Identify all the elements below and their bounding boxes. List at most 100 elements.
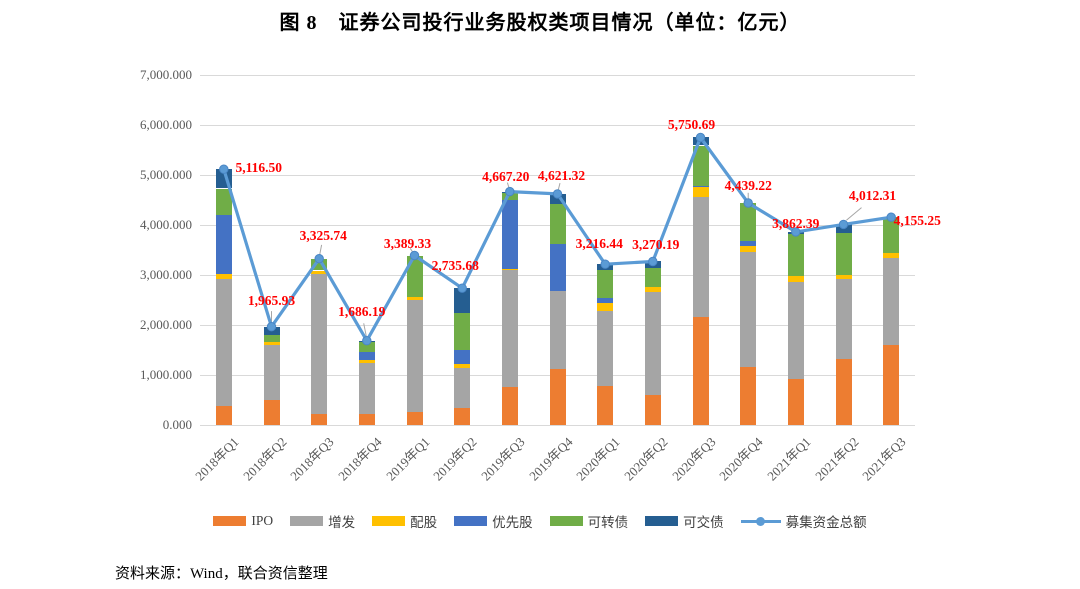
x-axis-tick-label: 2018年Q2 [239,434,290,484]
legend-item: 增发 [290,511,355,531]
x-axis-tick-label: 2019年Q1 [382,434,433,484]
bar-segment-可转债 [263,335,280,342]
source-note: 资料来源：Wind，联合资信整理 [115,566,328,582]
bar-segment-IPO [740,366,757,425]
legend-item: 可转债 [549,511,629,531]
bar-segment-IPO [215,406,232,425]
legend-line-marker-icon [755,516,765,526]
bar-segment-配股 [692,187,709,197]
bar-segment-增发 [311,274,328,414]
bar-segment-优先股 [549,244,566,291]
y-axis-tick-label: 7,000.000 [140,67,192,82]
legend-item: 可交债 [645,511,724,531]
bar-segment-增发 [644,292,661,395]
bar-segment-IPO [358,413,375,425]
legend-label: 可转债 [587,515,629,530]
bar-segment-IPO [835,358,852,425]
bar-segment-可交债 [597,264,614,270]
x-axis-tick-label: 2019年Q3 [478,434,528,484]
figure-title: 图 8 证券公司投行业务股权类项目情况（单位：亿元） [279,12,801,34]
bar-segment-增发 [692,197,709,317]
bar-segment-可交债 [215,169,232,189]
bar-segment-可交债 [835,224,852,233]
x-axis-tick-label: 2019年Q4 [525,434,576,484]
bar-segment-配股 [358,360,375,363]
bar-segment-配股 [263,341,280,345]
chart-legend: IPO 增发 配股 优先股 可转债 可交债 募集资金总额 [0,511,1080,531]
bar-segment-可转债 [787,234,804,276]
bar-segment-可交债 [263,326,280,336]
x-axis-tick-label: 2020年Q3 [668,434,719,484]
legend-swatch [213,516,247,526]
bar-segment-增发 [215,278,232,406]
data-label: 3,270.19 [632,236,680,252]
bar-segment-优先股 [358,352,375,360]
data-label: 1,686.19 [338,303,386,319]
bar-segment-IPO [406,411,423,425]
bar-segment-增发 [358,363,375,414]
bar-segment-增发 [454,368,471,409]
bar-segment-IPO [501,386,518,425]
bar-segment-配股 [835,275,852,279]
bar-segment-IPO [454,408,471,425]
bar-segment-可转债 [311,258,328,271]
bar-segment-可转债 [501,193,518,200]
bar-segment-IPO [597,385,614,425]
bar-segment-可转债 [835,233,852,275]
data-label: 3,216.44 [575,236,623,252]
bar-segment-可交债 [549,193,566,204]
data-label: 5,116.50 [235,160,283,176]
bar-segment-优先股 [501,200,518,269]
bar-segment-可交债 [644,261,661,268]
bar-segment-增发 [406,300,423,412]
y-axis-tick-label: 5,000.000 [140,167,192,182]
y-axis-tick-label: 1,000.000 [140,367,192,382]
bar-segment-IPO [549,368,566,425]
bar-segment-配股 [311,270,328,274]
bar-segment-可转债 [740,203,757,241]
x-axis-tick-label: 2021年Q1 [764,434,814,484]
data-label: 4,439.22 [724,178,772,193]
bar-segment-IPO [787,378,804,425]
x-axis-tick-label: 2018年Q3 [287,434,337,484]
data-label-leader-line [846,207,862,221]
legend-label: IPO [251,513,274,528]
grid-line [200,75,915,76]
bar-segment-可转债 [549,204,566,244]
bar-segment-可转债 [406,255,423,297]
bar-segment-优先股 [740,241,757,246]
data-label: 4,621.32 [537,167,586,183]
x-axis-tick-label: 2020年Q2 [621,434,671,484]
grid-line [200,125,915,126]
data-label: 3,862.39 [772,215,820,231]
x-axis-tick-label: 2020年Q1 [573,434,623,484]
bar-segment-增发 [835,278,852,359]
bar-segment-增发 [501,270,518,387]
legend-swatch [645,516,679,526]
legend-label: 配股 [410,515,438,530]
y-axis-tick-label: 4,000.000 [140,217,192,232]
data-label-leader-line [557,182,561,192]
data-label: 3,325.74 [299,227,347,243]
bar-segment-IPO [644,395,661,425]
legend-swatch [290,516,324,526]
bar-segment-增发 [787,282,804,379]
bar-segment-增发 [740,252,757,367]
x-axis-tick-label: 2018年Q1 [192,434,242,484]
legend-item: 募集资金总额 [740,511,867,531]
bar-segment-配股 [215,273,232,279]
data-label: 4,012.31 [848,188,897,204]
bar-segment-优先股 [454,350,471,364]
bar-segment-可交债 [501,191,518,193]
bar-segment-配股 [597,303,614,311]
x-axis-tick-label: 2021年Q2 [811,434,862,484]
bar-segment-可转债 [358,342,375,352]
bar-segment-可交债 [454,288,471,314]
data-label: 3,389.33 [383,235,432,251]
bar-segment-IPO [311,413,328,425]
legend-item: 优先股 [454,511,533,531]
legend-label: 可交债 [683,515,724,530]
bar-segment-优先股 [215,215,232,274]
